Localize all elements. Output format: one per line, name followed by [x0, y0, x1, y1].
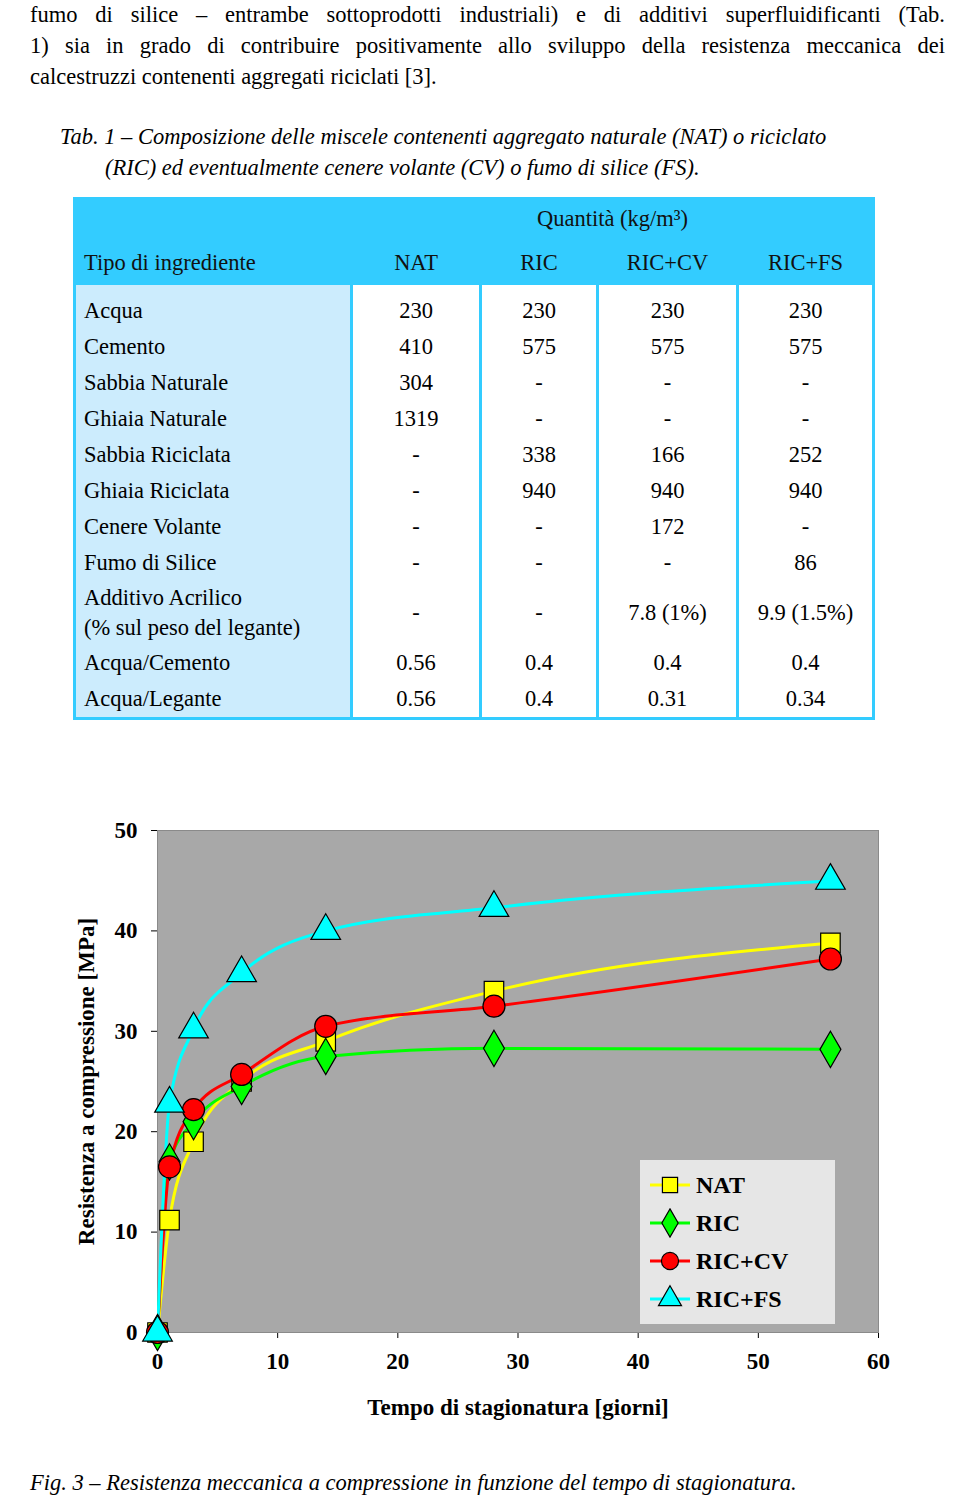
html-text:Sabbia Riciclata: Sabbia Riciclata: [84, 442, 231, 467]
html-text:(% sul peso del legante): (% sul peso del legante): [84, 615, 301, 640]
html-text:1319: 1319: [393, 406, 439, 431]
html-text:252: 252: [788, 442, 823, 467]
svg-text:10: 10: [266, 1349, 289, 1374]
html-text:Fig. 3 – Resistenza meccanica: Fig. 3 – Resistenza meccanica a compress…: [30, 1470, 797, 1495]
html-text:940: 940: [522, 478, 556, 503]
svg-text:Tempo di stagionatura [giorni]: Tempo di stagionatura [giorni]: [367, 1395, 668, 1420]
html-text:0.56: 0.56: [396, 686, 436, 711]
html-text:410: 410: [399, 334, 433, 359]
html-text:Cemento: Cemento: [84, 334, 166, 359]
html-text:RIC+FS: RIC+FS: [696, 1285, 782, 1312]
html-text:0.4: 0.4: [791, 650, 820, 675]
html-text:9.9 (1.5%): 9.9 (1.5%): [757, 600, 854, 625]
svg-text:0: 0: [126, 1320, 138, 1345]
html-text:Fumo di Silice: Fumo di Silice: [84, 550, 217, 575]
svg-text:40: 40: [115, 918, 138, 943]
html-text:304: 304: [399, 370, 433, 395]
html-text:RIC+FS: RIC+FS: [767, 250, 844, 275]
html-text:230: 230: [399, 298, 433, 323]
svg-text:0: 0: [152, 1349, 164, 1374]
svg-text:50: 50: [115, 818, 138, 843]
svg-text:30: 30: [507, 1349, 530, 1374]
html-text:RIC+CV: RIC+CV: [696, 1247, 789, 1274]
html-text:0.4: 0.4: [524, 686, 554, 711]
html-text:338: 338: [522, 442, 556, 467]
svg-text:30: 30: [115, 1019, 138, 1044]
html-text:575: 575: [650, 334, 685, 359]
html-text:Quantità (kg/m³): Quantità (kg/m³): [537, 206, 688, 231]
svg-text:20: 20: [386, 1349, 409, 1374]
html-text:0.31: 0.31: [647, 686, 688, 711]
html-text:Acqua/Legante: Acqua/Legante: [84, 686, 222, 711]
html-text:1) sia in grado di contribuire: 1) sia in grado di contribuire positivam…: [30, 33, 945, 58]
html-text:86: 86: [794, 550, 817, 575]
html-text:RIC+CV: RIC+CV: [626, 250, 709, 275]
html-text:0.56: 0.56: [396, 650, 436, 675]
html-text:230: 230: [650, 298, 685, 323]
html-text:RIC: RIC: [696, 1209, 740, 1236]
html-text:0.4: 0.4: [653, 650, 682, 675]
html-text:Additivo Acrilico: Additivo Acrilico: [84, 585, 243, 610]
html-text:Ghiaia Naturale: Ghiaia Naturale: [84, 406, 228, 431]
html-text:230: 230: [788, 298, 823, 323]
svg-text:20: 20: [115, 1119, 138, 1144]
html-text:0.34: 0.34: [785, 686, 826, 711]
svg-text:10: 10: [115, 1219, 138, 1244]
html-text:Cenere Volante: Cenere Volante: [84, 514, 222, 539]
html-text:Acqua/Cemento: Acqua/Cemento: [84, 650, 231, 675]
html-text:230: 230: [522, 298, 556, 323]
html-text:940: 940: [650, 478, 685, 503]
html-text:calcestruzzi contenenti aggreg: calcestruzzi contenenti aggregati ricicl…: [30, 64, 437, 89]
html-text:NAT: NAT: [696, 1171, 745, 1198]
html-text:172: 172: [650, 514, 685, 539]
html-text:Sabbia Naturale: Sabbia Naturale: [84, 370, 229, 395]
html-text:Acqua: Acqua: [84, 298, 143, 323]
html-text:575: 575: [522, 334, 556, 359]
svg-text:60: 60: [867, 1349, 890, 1374]
html-text:RIC: RIC: [520, 250, 558, 275]
svg-text:Resistenza a compressione [MPa: Resistenza a compressione [MPa]: [74, 918, 99, 1245]
html-text:fumo di silice – entrambe sott: fumo di silice – entrambe sottoprodotti …: [30, 2, 945, 27]
html-text:Tab. 1 – Composizione delle mi: Tab. 1 – Composizione delle miscele cont…: [60, 124, 827, 149]
html-text:(RIC) ed eventualmente cenere: (RIC) ed eventualmente cenere volante (C…: [105, 155, 700, 180]
html-text:7.8 (1%): 7.8 (1%): [628, 600, 707, 625]
html-text:575: 575: [788, 334, 823, 359]
html-text:940: 940: [788, 478, 823, 503]
html-text:Ghiaia Riciclata: Ghiaia Riciclata: [84, 478, 230, 503]
html-text:Tipo di ingrediente: Tipo di ingrediente: [84, 250, 256, 275]
html-text:166: 166: [650, 442, 685, 467]
html-text:NAT: NAT: [394, 250, 438, 275]
svg-text:50: 50: [747, 1349, 770, 1374]
svg-text:40: 40: [627, 1349, 650, 1374]
html-text:0.4: 0.4: [524, 650, 554, 675]
